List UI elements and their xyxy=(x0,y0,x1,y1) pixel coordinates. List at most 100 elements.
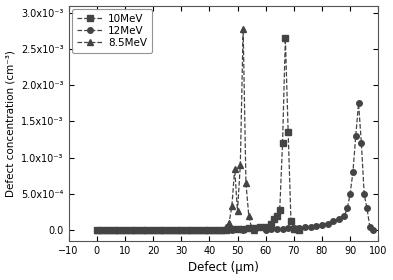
10MeV xyxy=(173,228,178,232)
10MeV xyxy=(252,226,257,230)
12MeV xyxy=(252,228,257,232)
8.5MeV xyxy=(162,228,167,232)
10MeV xyxy=(235,227,240,231)
Legend: 10MeV, 12MeV, 8.5MeV: 10MeV, 12MeV, 8.5MeV xyxy=(72,9,152,53)
10MeV xyxy=(283,36,288,40)
8.5MeV xyxy=(224,225,229,228)
12MeV xyxy=(370,228,375,232)
8.5MeV xyxy=(244,181,248,185)
12MeV xyxy=(303,226,307,229)
10MeV xyxy=(117,228,121,232)
8.5MeV xyxy=(94,228,99,232)
8.5MeV xyxy=(249,226,254,230)
10MeV xyxy=(123,228,127,232)
10MeV xyxy=(288,220,293,223)
8.5MeV xyxy=(106,228,110,232)
12MeV xyxy=(207,228,212,232)
10MeV xyxy=(94,228,99,232)
8.5MeV xyxy=(246,214,251,217)
8.5MeV xyxy=(128,228,133,232)
10MeV xyxy=(263,225,268,228)
8.5MeV xyxy=(184,228,189,232)
10MeV xyxy=(277,208,282,212)
12MeV xyxy=(286,227,290,230)
10MeV xyxy=(111,228,116,232)
12MeV xyxy=(94,228,99,232)
10MeV xyxy=(275,214,279,217)
8.5MeV xyxy=(207,228,212,232)
10MeV xyxy=(167,228,172,232)
10MeV xyxy=(140,228,144,232)
10MeV xyxy=(246,227,251,230)
10MeV xyxy=(151,228,155,232)
8.5MeV xyxy=(151,228,155,232)
10MeV xyxy=(218,228,223,232)
10MeV xyxy=(156,228,161,232)
10MeV xyxy=(134,228,138,232)
8.5MeV xyxy=(218,228,223,232)
10MeV xyxy=(190,228,195,232)
8.5MeV xyxy=(111,228,116,232)
12MeV xyxy=(218,228,223,232)
12MeV xyxy=(348,192,353,196)
10MeV xyxy=(286,131,290,134)
8.5MeV xyxy=(134,228,138,232)
12MeV xyxy=(353,134,358,138)
10MeV xyxy=(179,228,184,232)
10MeV xyxy=(162,228,167,232)
12MeV xyxy=(309,225,313,228)
12MeV xyxy=(365,207,369,210)
12MeV xyxy=(292,226,296,230)
8.5MeV xyxy=(213,228,217,232)
Line: 8.5MeV: 8.5MeV xyxy=(94,26,257,233)
10MeV xyxy=(106,228,110,232)
8.5MeV xyxy=(140,228,144,232)
12MeV xyxy=(263,228,268,232)
8.5MeV xyxy=(232,167,237,170)
8.5MeV xyxy=(190,228,195,232)
Y-axis label: Defect concentration (cm⁻³): Defect concentration (cm⁻³) xyxy=(6,50,16,197)
8.5MeV xyxy=(238,163,242,167)
8.5MeV xyxy=(100,228,105,232)
Line: 12MeV: 12MeV xyxy=(94,101,375,233)
12MeV xyxy=(140,228,144,232)
8.5MeV xyxy=(173,228,178,232)
12MeV xyxy=(325,222,330,225)
12MeV xyxy=(297,226,302,229)
8.5MeV xyxy=(201,228,206,232)
10MeV xyxy=(224,228,229,232)
10MeV xyxy=(292,227,296,230)
12MeV xyxy=(342,214,347,217)
10MeV xyxy=(297,228,302,232)
10MeV xyxy=(258,226,263,229)
12MeV xyxy=(151,228,155,232)
10MeV xyxy=(280,141,285,145)
8.5MeV xyxy=(252,228,257,232)
8.5MeV xyxy=(145,228,150,232)
12MeV xyxy=(196,228,200,232)
12MeV xyxy=(230,228,234,232)
8.5MeV xyxy=(235,210,240,213)
12MeV xyxy=(320,223,324,227)
10MeV xyxy=(272,218,276,221)
8.5MeV xyxy=(196,228,200,232)
10MeV xyxy=(201,228,206,232)
10MeV xyxy=(213,228,217,232)
10MeV xyxy=(184,228,189,232)
12MeV xyxy=(336,218,341,221)
Line: 10MeV: 10MeV xyxy=(94,35,302,233)
10MeV xyxy=(128,228,133,232)
12MeV xyxy=(345,207,350,210)
8.5MeV xyxy=(117,228,121,232)
10MeV xyxy=(269,223,274,226)
10MeV xyxy=(100,228,105,232)
12MeV xyxy=(241,228,246,232)
8.5MeV xyxy=(230,205,234,208)
8.5MeV xyxy=(241,27,246,31)
12MeV xyxy=(128,228,133,232)
12MeV xyxy=(359,141,364,145)
12MeV xyxy=(367,225,372,228)
10MeV xyxy=(241,227,246,230)
8.5MeV xyxy=(123,228,127,232)
8.5MeV xyxy=(156,228,161,232)
